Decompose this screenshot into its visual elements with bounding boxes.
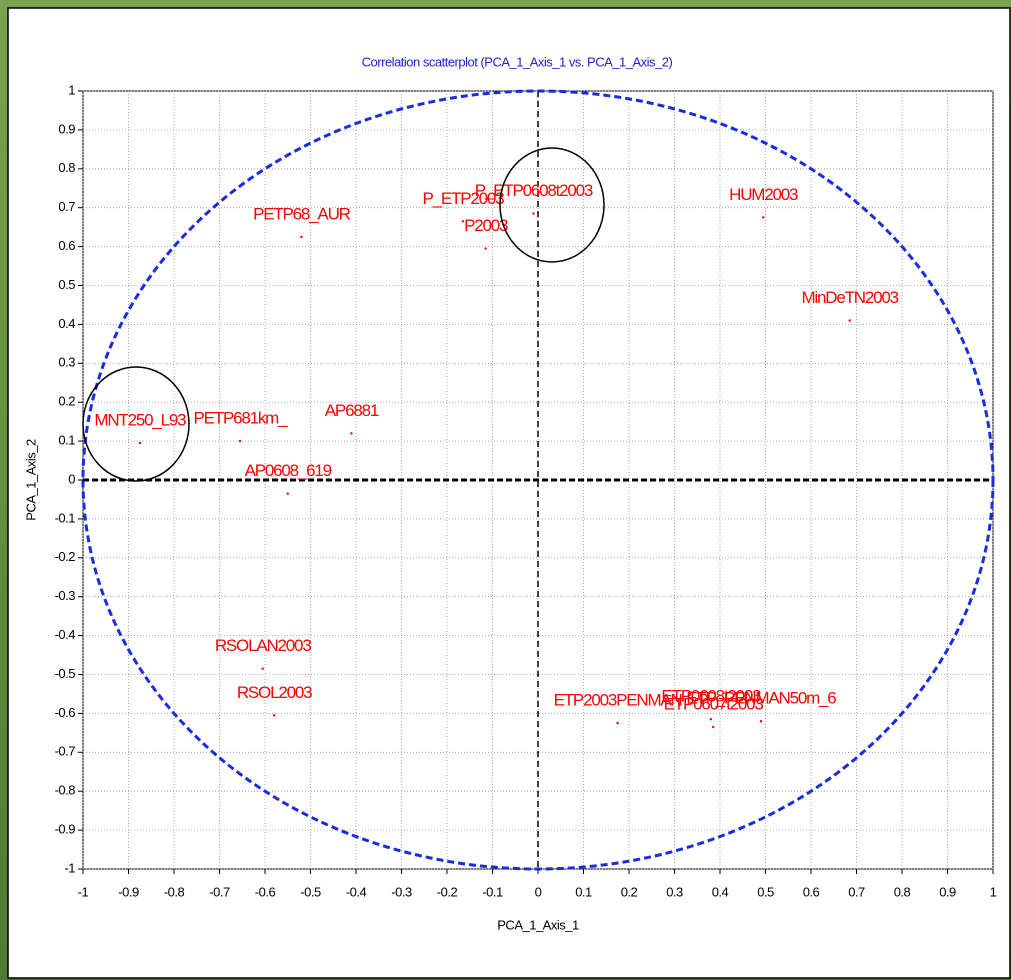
point-label: RSOLAN2003 <box>215 636 311 655</box>
point-label: MinDeTN2003 <box>801 288 898 307</box>
y-tick-label: 0.2 <box>58 394 75 409</box>
point <box>350 432 352 434</box>
panel <box>8 8 1010 978</box>
y-tick-label: 0.6 <box>58 238 75 253</box>
x-tick-label: -0.1 <box>482 884 503 899</box>
chart: Correlation scatterplot (PCA_1_Axis_1 vs… <box>0 0 1011 980</box>
y-tick-label: -0.9 <box>55 822 76 837</box>
y-tick-label: 0 <box>68 471 75 486</box>
y-tick-label: -0.2 <box>55 549 76 564</box>
x-tick-label: -0.9 <box>118 884 139 899</box>
y-tick-label: 0.3 <box>58 355 75 370</box>
x-tick-label: -0.2 <box>437 884 458 899</box>
x-tick-label: 0 <box>535 884 542 899</box>
y-tick-label: 0.4 <box>58 316 75 331</box>
point <box>712 726 714 728</box>
x-tick-label: -0.5 <box>300 884 321 899</box>
point-label: HUM2003 <box>729 185 798 204</box>
y-tick-label: -0.1 <box>55 510 76 525</box>
x-tick-label: 0.3 <box>666 884 683 899</box>
x-tick-label: -0.8 <box>164 884 185 899</box>
point-label: PETP681km_ <box>194 409 289 428</box>
point <box>762 216 764 218</box>
y-tick-label: 1 <box>68 82 75 97</box>
point-label: AP6881 <box>325 401 379 420</box>
point <box>532 212 534 214</box>
point-label: AP0608_619 <box>245 461 332 480</box>
point <box>760 720 762 722</box>
x-tick-label: 0.4 <box>712 884 729 899</box>
point-label: ETP_PENMAN50m_6 <box>686 689 836 708</box>
point <box>616 722 618 724</box>
x-tick-label: 0.1 <box>575 884 592 899</box>
point <box>239 440 241 442</box>
point <box>710 718 712 720</box>
y-tick-label: 0.8 <box>58 160 75 175</box>
x-tick-label: 0.7 <box>848 884 865 899</box>
x-tick-label: -1 <box>78 884 89 899</box>
x-tick-label: -0.4 <box>346 884 367 899</box>
x-axis-label: PCA_1_Axis_1 <box>497 917 579 932</box>
point <box>848 319 850 321</box>
y-tick-label: 0.7 <box>58 199 75 214</box>
y-tick-label: -0.4 <box>55 627 76 642</box>
x-tick-label: 1 <box>990 884 997 899</box>
y-tick-label: -0.8 <box>55 783 76 798</box>
x-tick-label: 0.9 <box>939 884 956 899</box>
x-tick-label: -0.6 <box>255 884 276 899</box>
page: Correlation scatterplot (PCA_1_Axis_1 vs… <box>0 0 1011 980</box>
point-label: RSOL2003 <box>237 683 312 702</box>
point <box>484 247 486 249</box>
point-label: PETP68_AUR <box>253 204 351 223</box>
point-label: P_ETP0608t2003 <box>475 181 593 200</box>
point-label: MNT250_L93 <box>94 411 186 430</box>
chart-title: Correlation scatterplot (PCA_1_Axis_1 vs… <box>362 54 673 69</box>
y-axis-label: PCA_1_Axis_2 <box>23 439 38 521</box>
point <box>287 492 289 494</box>
x-tick-label: 0.2 <box>621 884 638 899</box>
x-tick-label: 0.5 <box>757 884 774 899</box>
point <box>139 442 141 444</box>
y-tick-label: 0.1 <box>58 433 75 448</box>
x-tick-label: 0.8 <box>894 884 911 899</box>
x-tick-label: -0.3 <box>391 884 412 899</box>
y-tick-label: -0.3 <box>55 588 76 603</box>
y-tick-label: 0.5 <box>58 277 75 292</box>
y-tick-label: -0.5 <box>55 666 76 681</box>
point <box>262 667 264 669</box>
y-tick-label: -0.7 <box>55 744 76 759</box>
y-tick-label: 0.9 <box>58 121 75 136</box>
y-tick-label: -1 <box>64 860 75 875</box>
y-tick-label: -0.6 <box>55 705 76 720</box>
x-tick-label: 0.6 <box>803 884 820 899</box>
point <box>273 714 275 716</box>
point <box>300 236 302 238</box>
x-tick-label: -0.7 <box>209 884 230 899</box>
